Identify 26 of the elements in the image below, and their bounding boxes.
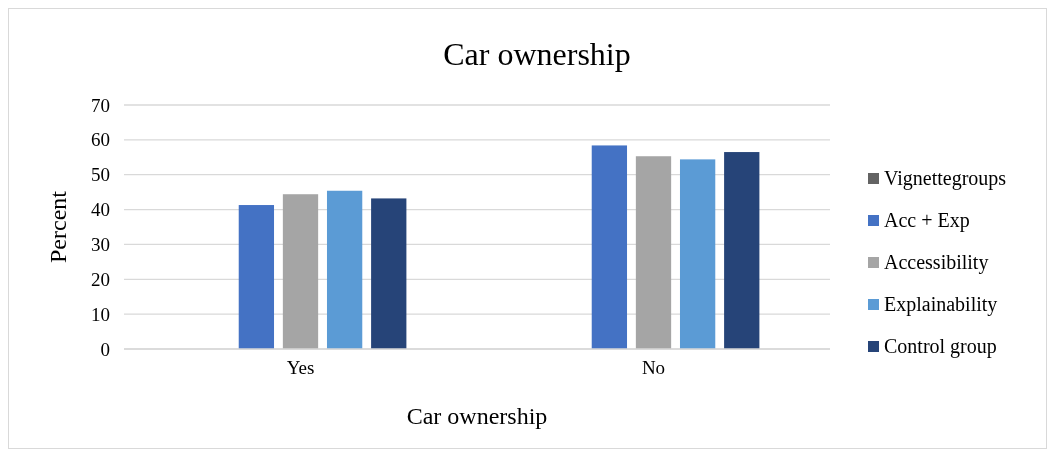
y-tick-label: 20 (91, 268, 110, 290)
legend-label: Vignettegroups (884, 167, 1007, 190)
bar (724, 152, 760, 349)
x-tick-label: No (641, 357, 666, 379)
bar (238, 205, 275, 349)
x-axis-title: Car ownership (406, 403, 548, 429)
y-tick-label: 10 (91, 303, 110, 325)
legend-label: Accessibility (884, 251, 989, 274)
bar (679, 159, 716, 349)
bar (371, 198, 407, 349)
y-tick-label: 70 (91, 94, 110, 116)
y-tick-label: 30 (91, 234, 110, 256)
legend-label: Control group (884, 335, 997, 358)
y-tick-label: 0 (100, 338, 110, 360)
bar (326, 190, 363, 349)
bar (282, 194, 319, 349)
y-axis-title: Percent (45, 190, 71, 263)
chart-title: Car ownership (443, 36, 631, 72)
x-tick-label: Yes (286, 357, 315, 379)
bar (635, 156, 672, 349)
y-tick-label: 40 (91, 199, 110, 221)
y-tick-label: 60 (91, 129, 110, 151)
bar (591, 145, 628, 349)
legend-label: Explainability (884, 293, 998, 316)
y-tick-label: 50 (91, 164, 110, 186)
legend-label: Acc + Exp (884, 209, 970, 232)
